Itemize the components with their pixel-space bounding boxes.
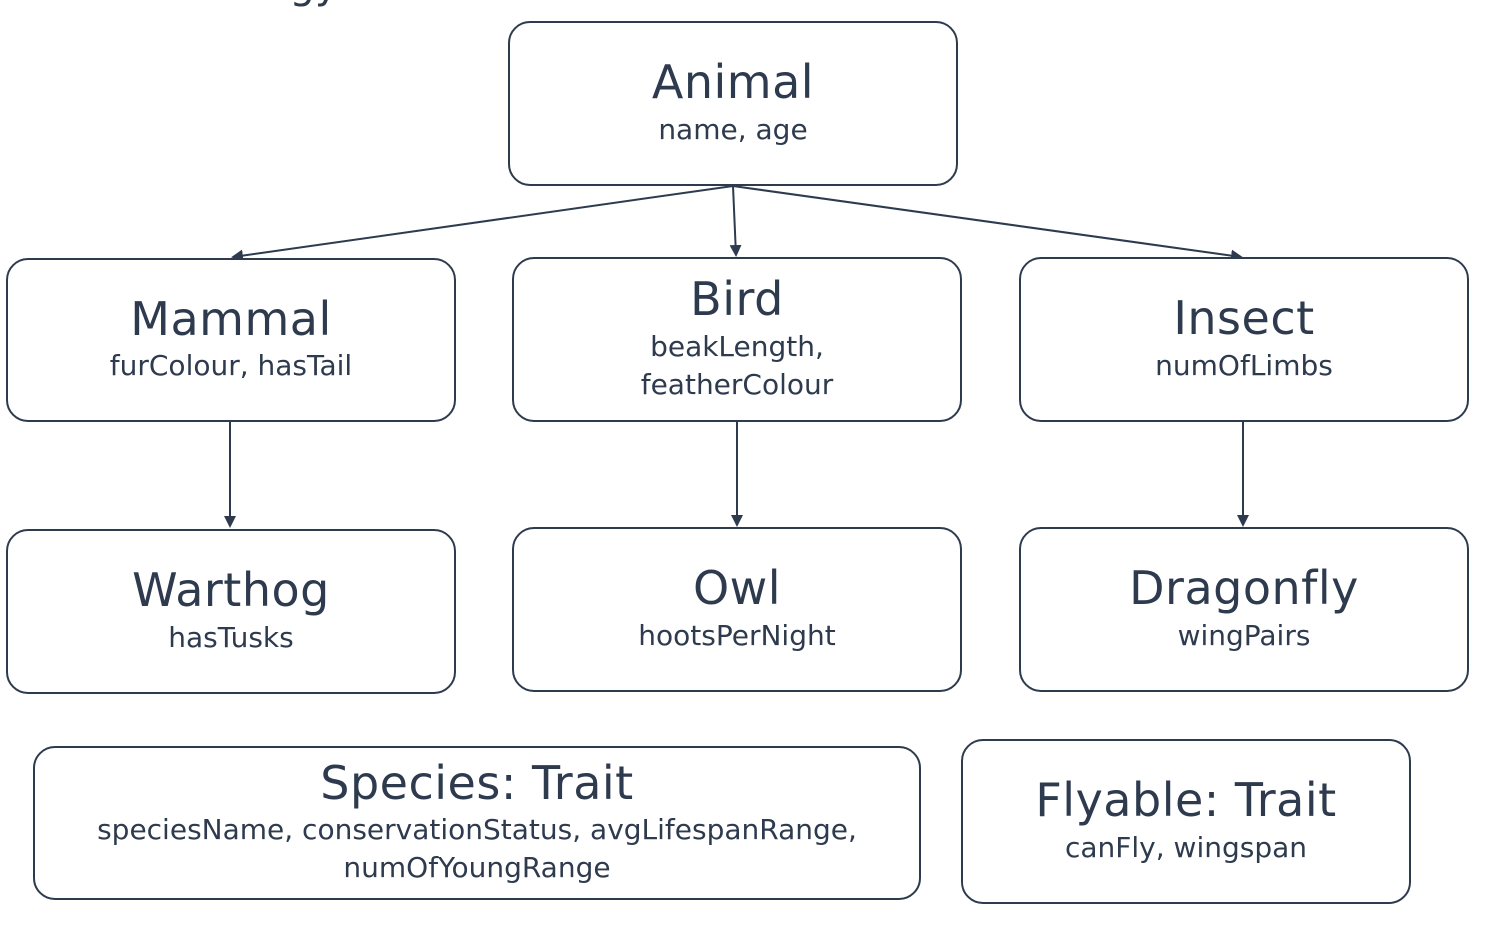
node-bird[interactable]: Bird beakLength, featherColour: [512, 257, 962, 422]
node-fields: numOfLimbs: [1155, 348, 1333, 382]
node-title: Animal: [651, 55, 815, 110]
edge-animal-insect: [732, 185, 1243, 262]
node-title: Insect: [1173, 291, 1315, 346]
node-owl[interactable]: Owl hootsPerNight: [512, 527, 962, 692]
node-fields: furColour, hasTail: [109, 349, 353, 383]
node-flyable-trait[interactable]: Flyable: Trait canFly, wingspan: [961, 739, 1411, 904]
node-fields: wingPairs: [1177, 618, 1311, 652]
node-fields: canFly, wingspan: [1064, 830, 1308, 864]
node-insect[interactable]: Insect numOfLimbs: [1019, 257, 1469, 422]
node-title: Flyable: Trait: [1035, 773, 1337, 828]
node-title: Mammal: [130, 291, 332, 346]
node-fields: hootsPerNight: [638, 618, 836, 652]
node-title: Species: Trait: [320, 755, 634, 810]
node-fields-line-2: numOfYoungRange: [343, 851, 611, 885]
node-animal[interactable]: Animal name, age: [508, 21, 958, 186]
node-fields: name, age: [658, 112, 808, 146]
node-title: Owl: [692, 561, 782, 616]
node-fields-line-1: speciesName, conservationStatus, avgLife…: [97, 813, 857, 847]
node-mammal[interactable]: Mammal furColour, hasTail: [6, 258, 456, 422]
node-fields-line-1: beakLength,: [650, 329, 824, 363]
edge-animal-bird: [729, 185, 742, 257]
page-title-fragment: ogy: [265, 0, 339, 8]
node-dragonfly[interactable]: Dragonfly wingPairs: [1019, 527, 1469, 692]
node-warthog[interactable]: Warthog hasTusks: [6, 529, 456, 694]
node-fields-line-2: featherColour: [640, 367, 834, 401]
node-species-trait[interactable]: Species: Trait speciesName, conservation…: [33, 746, 921, 900]
node-title: Dragonfly: [1129, 561, 1359, 616]
node-title: Bird: [690, 272, 784, 327]
node-fields: hasTusks: [168, 620, 294, 654]
edge-animal-mammal: [231, 185, 734, 262]
node-title: Warthog: [132, 563, 330, 618]
